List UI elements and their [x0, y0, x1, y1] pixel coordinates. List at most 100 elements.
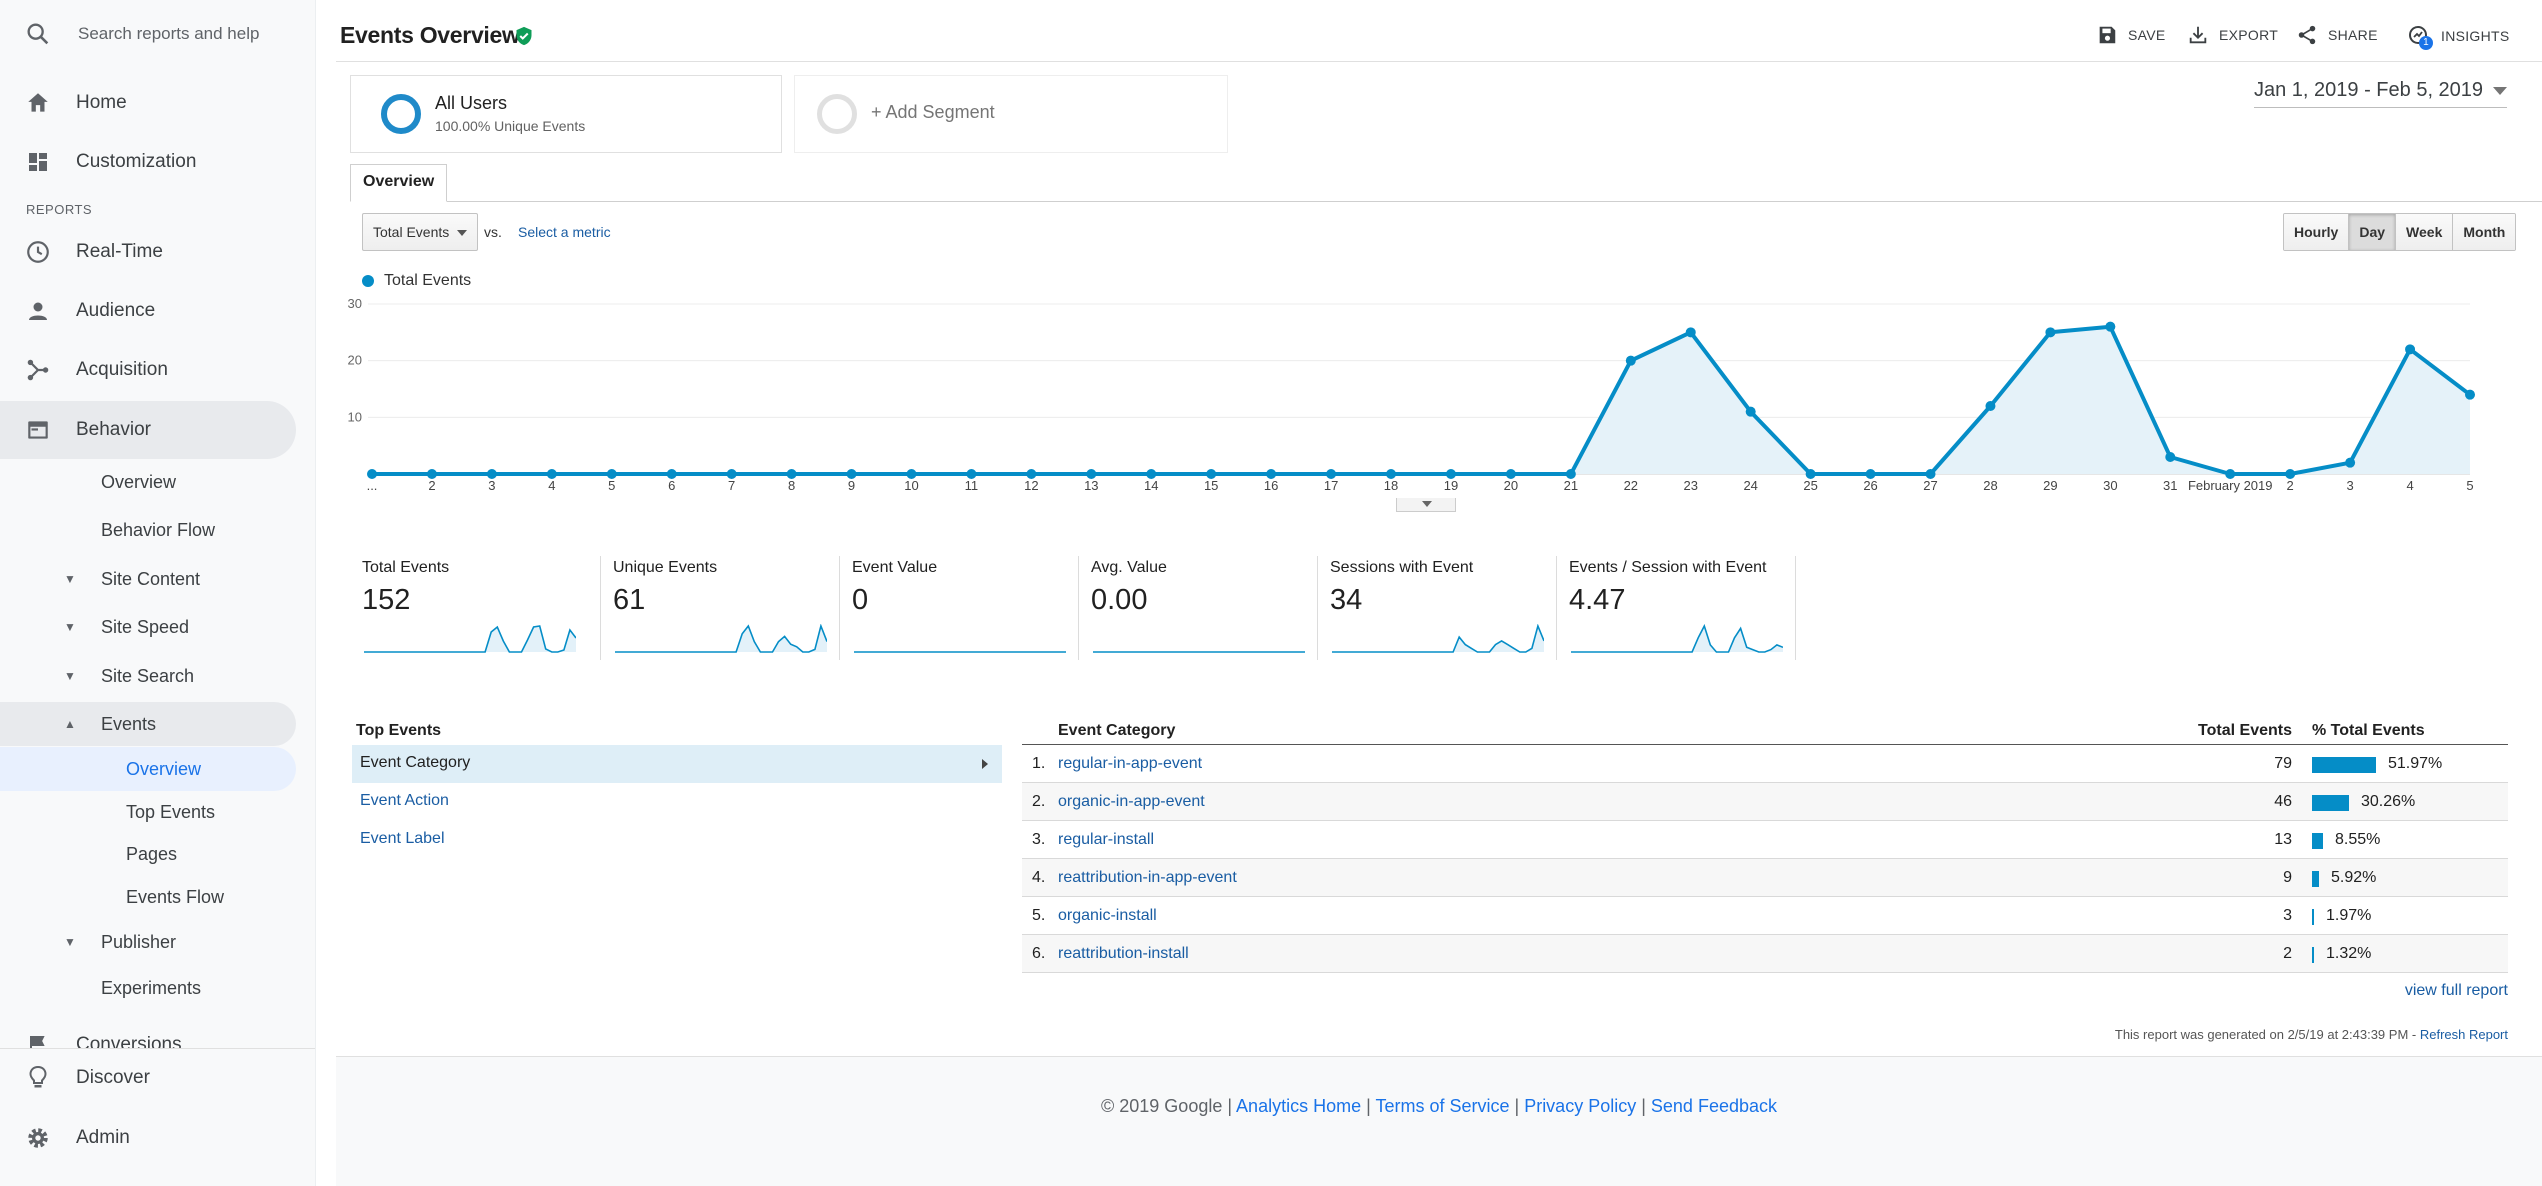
sparkline-area [615, 626, 827, 652]
sidebar-item-pages[interactable]: Pages [0, 832, 315, 876]
sidebar-item-behavior-overview[interactable]: Overview [0, 460, 315, 504]
verified-shield-icon [516, 26, 532, 46]
scorecard[interactable]: Event Value 0 [840, 556, 1079, 660]
data-point [1985, 401, 1996, 411]
footer-divider [336, 1056, 2542, 1057]
scorecard[interactable]: Events / Session with Event 4.47 [1557, 556, 1796, 660]
refresh-report-link[interactable]: Refresh Report [2419, 1027, 2508, 1042]
sidebar-item-label: Events [101, 713, 157, 734]
event-category-table: Event Category Total Events % Total Even… [1022, 722, 2508, 973]
sidebar-item-top-events[interactable]: Top Events [0, 790, 315, 834]
add-segment-button[interactable]: + Add Segment [794, 75, 1228, 153]
sidebar-item-label: Audience [76, 300, 156, 321]
footer-link-send-feedback[interactable]: Send Feedback [1650, 1096, 1777, 1116]
sidebar-item-site-search[interactable]: ▼ Site Search [0, 654, 315, 698]
event-category-link[interactable]: reattribution-install [1058, 945, 1189, 962]
x-tick-label: 19 [1444, 478, 1458, 493]
event-category-link[interactable]: regular-install [1058, 831, 1155, 848]
footer-separator: | [1636, 1096, 1651, 1116]
insights-button[interactable]: 1 INSIGHTS [2407, 24, 2510, 50]
scorecard[interactable]: Avg. Value 0.00 [1079, 556, 1318, 660]
row-index: 6. [1032, 945, 1046, 962]
sidebar-item-events-flow[interactable]: Events Flow [0, 875, 315, 919]
data-point [1266, 469, 1277, 479]
sidebar-item-events-overview[interactable]: Overview [0, 747, 296, 791]
metric-dropdown[interactable]: Total Events [362, 213, 478, 251]
table-row: 6. reattribution-install 2 1.32% [1022, 935, 2508, 973]
sidebar-item-audience[interactable]: Audience [0, 282, 315, 340]
x-tick-label: 29 [2043, 478, 2057, 493]
event-category-link[interactable]: organic-install [1058, 907, 1157, 924]
pct-bar [2312, 795, 2349, 811]
top-events-dimension-event-label[interactable]: Event Label [352, 821, 1002, 859]
page-title: Events Overview [340, 22, 520, 48]
sidebar-item-home[interactable]: Home [0, 74, 315, 132]
sidebar-item-label: Acquisition [76, 359, 168, 380]
sparkline-line [1571, 624, 1783, 653]
select-metric-link[interactable]: Select a metric [518, 224, 611, 240]
series-area [372, 326, 2470, 474]
sidebar-item-label: Site Search [101, 665, 195, 686]
col-pct-total-events[interactable]: % Total Events [2312, 722, 2425, 739]
data-point [2405, 344, 2416, 355]
sidebar-item-publisher[interactable]: ▼ Publisher [0, 920, 315, 964]
top-events-dimension-event-action[interactable]: Event Action [352, 783, 1002, 821]
tab-overview[interactable]: Overview [350, 164, 448, 202]
footer-link-privacy-policy[interactable]: Privacy Policy [1524, 1096, 1637, 1116]
chart-collapse-handle[interactable] [1396, 498, 1456, 512]
sparkline-line [364, 625, 576, 653]
table-row: 1. regular-in-app-event 79 51.97% [1022, 745, 2508, 783]
sidebar-item-customization[interactable]: Customization [0, 133, 315, 191]
scorecard-value: 152 [362, 584, 411, 616]
sparkline-line [1332, 624, 1544, 653]
sidebar-item-acquisition[interactable]: Acquisition [0, 341, 315, 399]
sidebar-item-realtime[interactable]: Real-Time [0, 223, 315, 281]
top-events-dimension-event-category[interactable]: Event Category [352, 745, 1002, 783]
granularity-hourly-button[interactable]: Hourly [2284, 214, 2350, 250]
scorecard[interactable]: Unique Events 61 [601, 556, 840, 660]
data-point [367, 469, 377, 479]
view-full-report-link[interactable]: view full report [2404, 982, 2508, 999]
sidebar-item-behavior[interactable]: Behavior [0, 401, 296, 459]
save-label: SAVE [2128, 27, 2166, 43]
sidebar-item-label: Publisher [101, 931, 177, 952]
sidebar-item-events[interactable]: ▲ Events [0, 702, 296, 746]
footer-link-terms-of-service[interactable]: Terms of Service [1375, 1096, 1510, 1116]
save-button[interactable]: SAVE [2096, 24, 2166, 46]
footer-link-analytics-home[interactable]: Analytics Home [1236, 1096, 1362, 1116]
col-event-category[interactable]: Event Category [1058, 722, 1176, 739]
segment-all-users[interactable]: All Users 100.00% Unique Events [350, 75, 782, 153]
granularity-day-button[interactable]: Day [2349, 214, 2397, 250]
event-category-link[interactable]: organic-in-app-event [1058, 793, 1205, 810]
granularity-week-button[interactable]: Week [2396, 214, 2454, 250]
y-tick-label: 10 [348, 409, 362, 424]
granularity-month-button[interactable]: Month [2453, 214, 2516, 250]
share-icon [2298, 25, 2316, 45]
sidebar-item-site-speed[interactable]: ▼ Site Speed [0, 605, 315, 649]
download-icon [2189, 26, 2207, 44]
report-generated-note: This report was generated on 2/5/19 at 2… [2115, 1027, 2508, 1042]
sidebar-item-discover[interactable]: Discover [0, 1049, 315, 1107]
sidebar-item-behavior-flow[interactable]: Behavior Flow [0, 508, 315, 552]
chart-legend: Total Events [362, 272, 471, 290]
date-range-picker[interactable]: Jan 1, 2019 - Feb 5, 2019 [2254, 79, 2508, 108]
scorecard[interactable]: Total Events 152 [362, 556, 601, 660]
dimension-label: Event Category [360, 754, 471, 771]
add-segment-label: + Add Segment [871, 102, 995, 122]
pct-cell: 8.55% [2335, 831, 2381, 848]
scorecard[interactable]: Sessions with Event 34 [1318, 556, 1557, 660]
sidebar-item-site-content[interactable]: ▼ Site Content [0, 557, 315, 601]
share-button[interactable]: SHARE [2296, 24, 2378, 46]
x-tick-label: 13 [1084, 478, 1098, 493]
export-button[interactable]: EXPORT [2187, 24, 2278, 46]
x-tick-label: 14 [1144, 478, 1158, 493]
x-tick-label: February 2019 [2188, 478, 2273, 493]
event-category-link[interactable]: reattribution-in-app-event [1058, 869, 1237, 886]
event-category-link[interactable]: regular-in-app-event [1058, 755, 1203, 772]
sidebar-item-experiments[interactable]: Experiments [0, 966, 315, 1010]
y-tick-label: 30 [348, 296, 362, 311]
sidebar-search[interactable]: Search reports and help [0, 0, 315, 68]
sidebar-item-admin[interactable]: Admin [0, 1109, 315, 1167]
x-tick-label: 2 [2287, 478, 2294, 493]
col-total-events[interactable]: Total Events [2198, 722, 2292, 739]
